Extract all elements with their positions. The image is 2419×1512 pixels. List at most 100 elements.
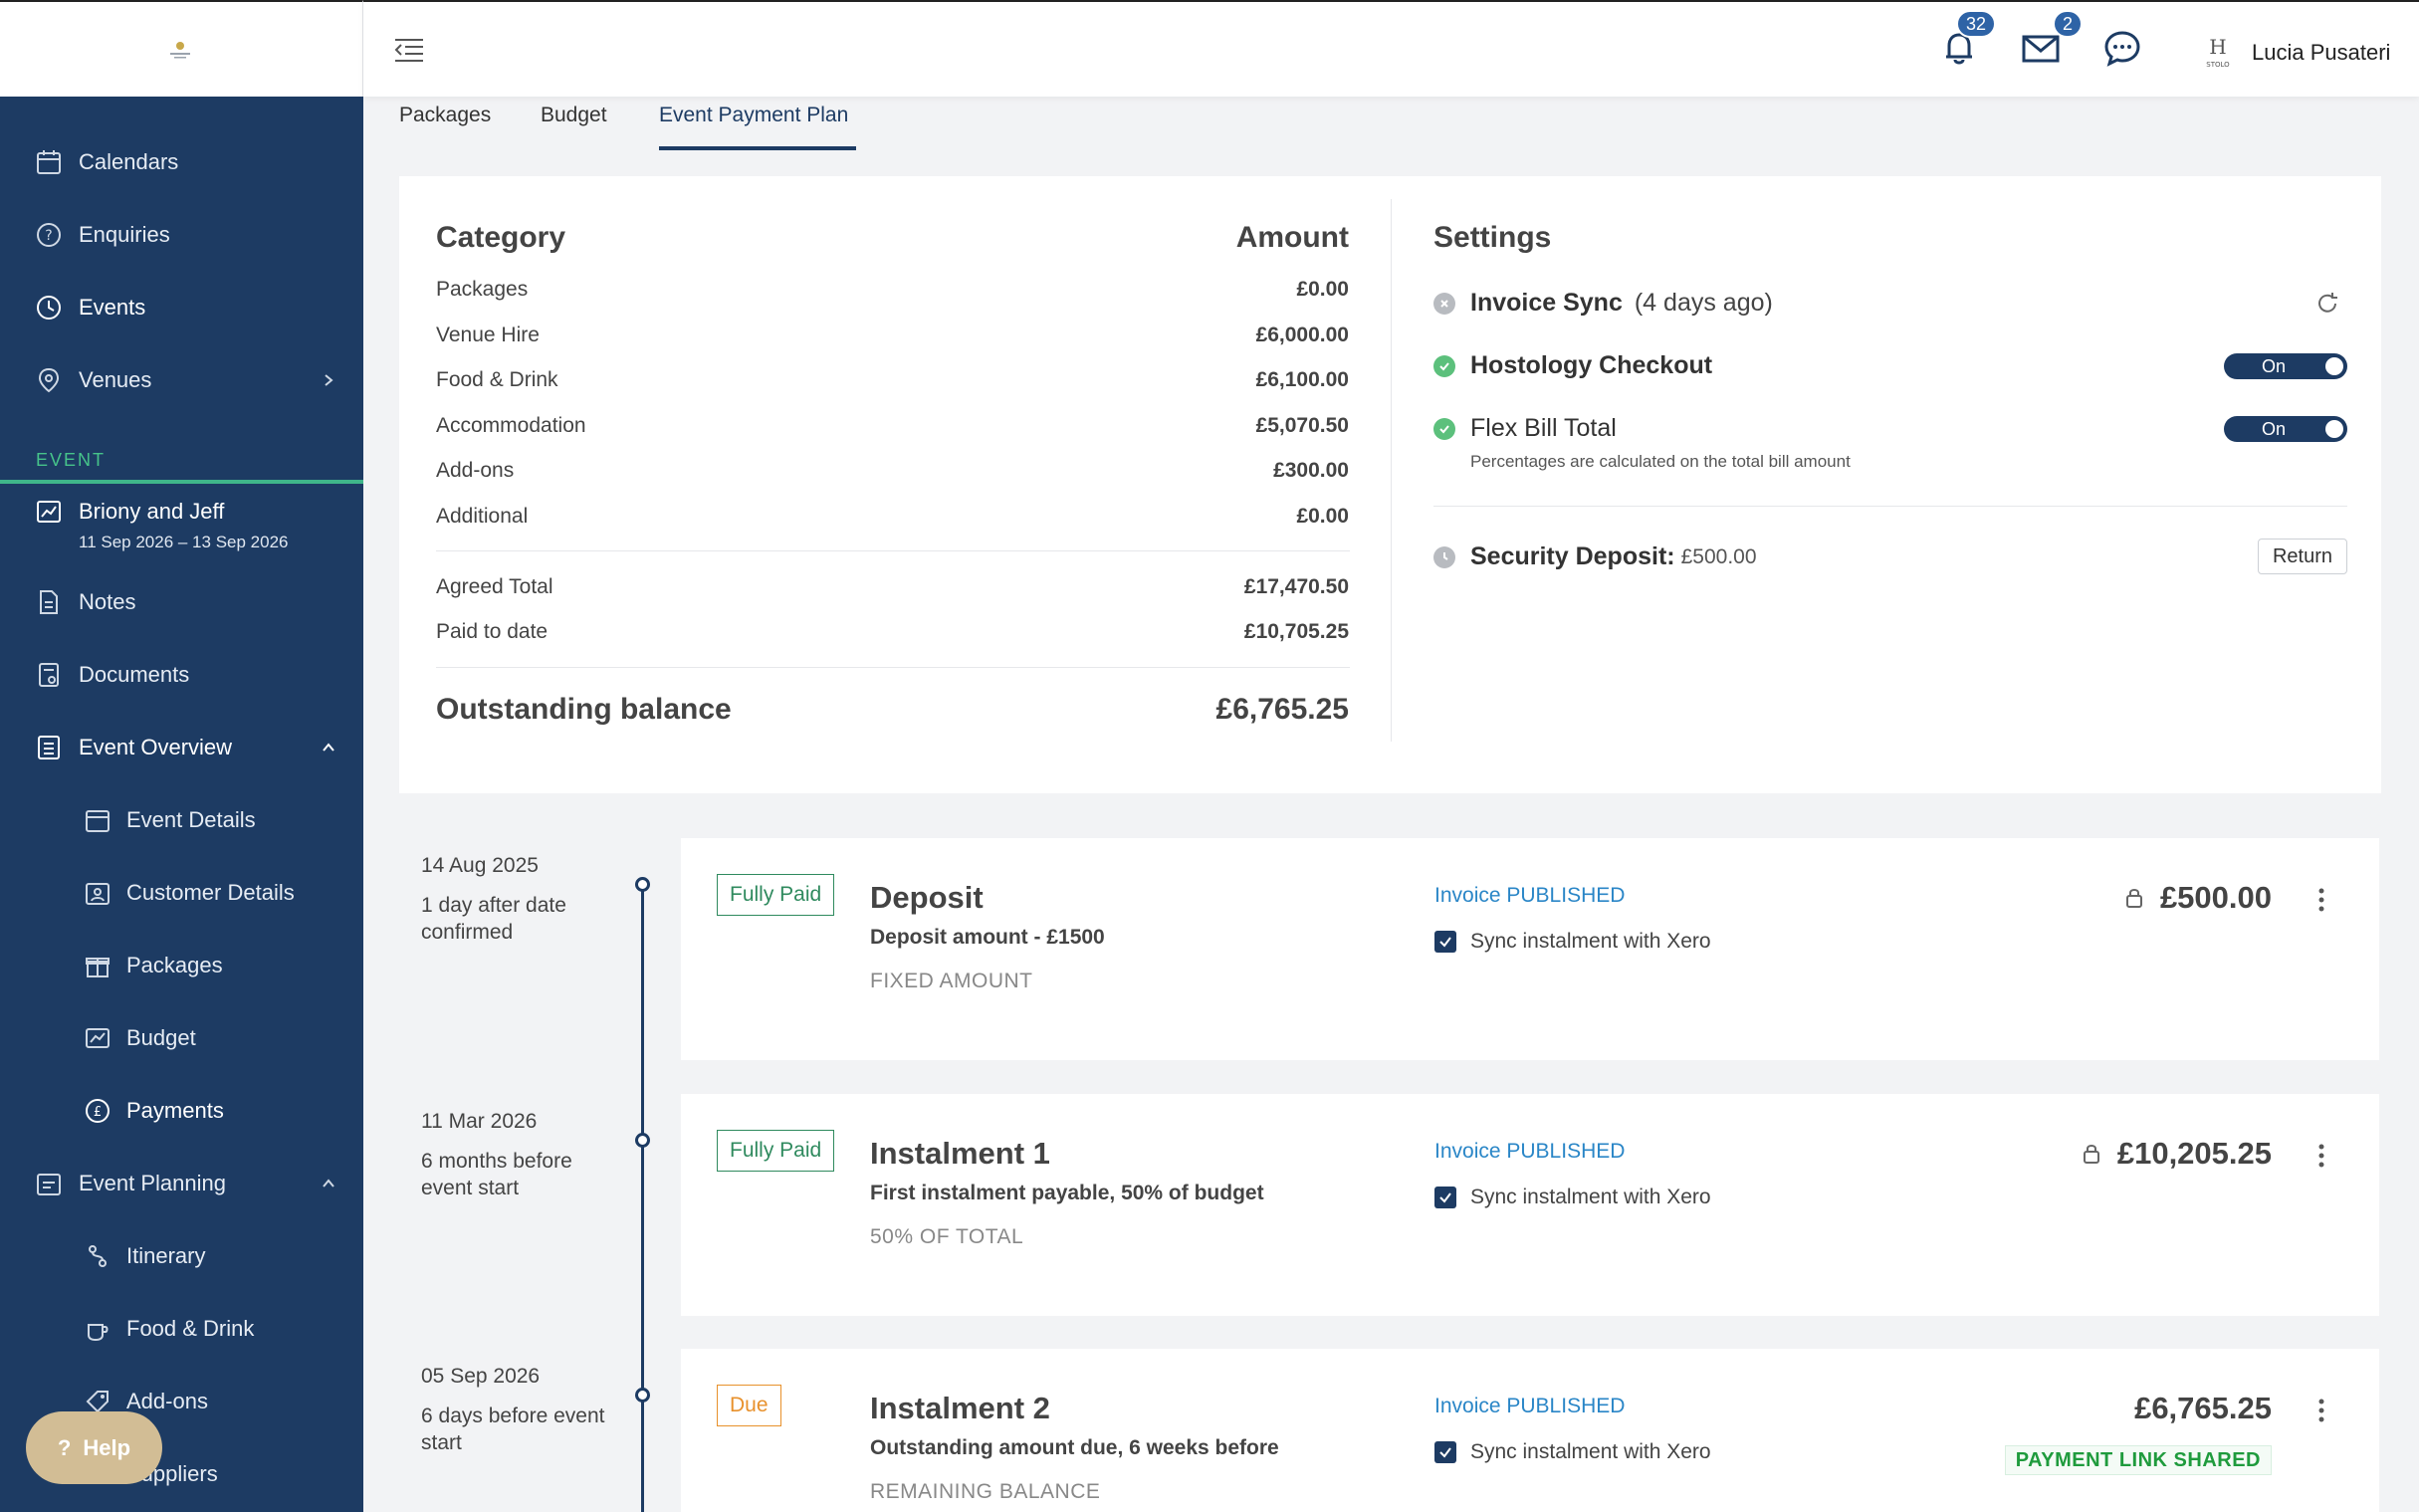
more-options-icon[interactable] xyxy=(2318,888,2324,912)
refresh-icon[interactable] xyxy=(2315,292,2339,316)
company-logo: H STOLO xyxy=(2206,35,2230,69)
instalment-title: Instalment 1 xyxy=(870,1136,1050,1171)
venue-logo xyxy=(170,42,190,59)
divider xyxy=(436,667,1350,668)
timeline-node xyxy=(635,877,650,892)
sidebar-item-payments[interactable]: £ Payments xyxy=(0,1086,363,1136)
budget-chart-icon xyxy=(86,1028,110,1048)
instalment-date: 05 Sep 2026 xyxy=(421,1365,541,1388)
paid-to-date-value: £10,705.25 xyxy=(1243,620,1349,643)
events-icon xyxy=(37,296,61,320)
category-header: Category xyxy=(436,221,566,254)
status-badge: Due xyxy=(717,1385,781,1426)
sidebar-item-customer-details[interactable]: Customer Details xyxy=(0,868,363,918)
invoice-sync-row: Invoice Sync (4 days ago) xyxy=(1433,289,1773,318)
event-dates: 11 Sep 2026 – 13 Sep 2026 xyxy=(79,533,289,551)
more-options-icon[interactable] xyxy=(2318,1399,2324,1422)
messages-badge: 2 xyxy=(2053,10,2084,38)
instalment-description: Deposit amount - £1500 xyxy=(870,926,1105,949)
invoice-status-link[interactable]: Invoice PUBLISHED xyxy=(1434,1395,1626,1417)
xero-sync-checkbox[interactable]: Sync instalment with Xero xyxy=(1434,1186,1711,1209)
hostology-checkout-toggle[interactable]: On xyxy=(2224,353,2347,379)
sidebar-item-event-details[interactable]: Event Details xyxy=(0,795,363,845)
instalment-type: FIXED AMOUNT xyxy=(870,970,1033,992)
chevron-up-icon xyxy=(323,1179,334,1188)
instalment-amount: £10,205.25 xyxy=(2082,1136,2272,1172)
toggle-knob xyxy=(2325,357,2343,375)
category-amount: £6,100.00 xyxy=(1255,368,1349,391)
return-deposit-button[interactable]: Return xyxy=(2258,539,2347,574)
chevron-up-icon xyxy=(323,743,334,752)
instalment-card-2: Due Instalment 2 Outstanding amount due,… xyxy=(681,1349,2379,1512)
tab-packages[interactable]: Packages xyxy=(399,104,492,126)
invoice-status-link[interactable]: Invoice PUBLISHED xyxy=(1434,1140,1626,1163)
document-icon xyxy=(39,663,59,687)
sidebar-item-event-overview[interactable]: Event Overview xyxy=(0,723,363,772)
sidebar-item-notes[interactable]: Notes xyxy=(0,577,363,627)
sidebar-item-packages[interactable]: Packages xyxy=(0,941,363,990)
sidebar-item-itinerary[interactable]: Itinerary xyxy=(0,1231,363,1281)
sidebar-item-label: Calendars xyxy=(79,149,179,174)
sidebar-item-budget[interactable]: Budget xyxy=(0,1013,363,1063)
tab-event-payment-plan[interactable]: Event Payment Plan xyxy=(659,104,849,126)
sidebar-item-documents[interactable]: Documents xyxy=(0,650,363,700)
toggle-label: On xyxy=(2261,418,2286,439)
instalment-amount: £500.00 xyxy=(2124,880,2272,916)
sidebar-item-label: Food & Drink xyxy=(126,1316,255,1341)
tab-budget[interactable]: Budget xyxy=(541,104,607,126)
sidebar-item-event-planning[interactable]: Event Planning xyxy=(0,1159,363,1208)
invoice-status-link[interactable]: Invoice PUBLISHED xyxy=(1434,884,1626,907)
instalment-title: Instalment 2 xyxy=(870,1391,1050,1425)
sidebar-item-venues[interactable]: Venues xyxy=(0,355,363,405)
section-label-event: EVENT xyxy=(36,450,107,470)
sidebar-item-enquiries[interactable]: ? Enquiries xyxy=(0,210,363,260)
xero-sync-checkbox[interactable]: Sync instalment with Xero xyxy=(1434,1440,1711,1464)
divider xyxy=(1433,506,2347,507)
xero-sync-label: Sync instalment with Xero xyxy=(1470,1186,1711,1208)
instalment-date: 14 Aug 2025 xyxy=(421,854,539,877)
toggle-label: On xyxy=(2261,355,2286,376)
check-circle-icon xyxy=(1433,354,1455,377)
sidebar-item-label: Packages xyxy=(126,953,223,977)
list-icon xyxy=(38,736,60,759)
flex-bill-row: Flex Bill Total xyxy=(1433,414,1617,443)
sidebar-item-label: Events xyxy=(79,295,146,320)
more-options-icon[interactable] xyxy=(2318,1144,2324,1168)
help-label: Help xyxy=(83,1434,131,1460)
category-amount: £0.00 xyxy=(1296,278,1349,301)
sidebar-item-events[interactable]: Events xyxy=(0,283,363,332)
checkbox-checked-icon xyxy=(1434,931,1456,953)
user-name[interactable]: Lucia Pusateri xyxy=(2252,40,2391,65)
amount-value: £6,765.25 xyxy=(2134,1391,2272,1425)
sidebar-item-calendars[interactable]: Calendars xyxy=(0,137,363,187)
sidebar: Calendars ? Enquiries Events Venues EVEN… xyxy=(0,0,363,1512)
question-circle-icon: ? xyxy=(37,223,61,247)
outstanding-balance-label: Outstanding balance xyxy=(436,693,732,726)
toggle-knob xyxy=(2325,420,2343,438)
invoice-sync-time: (4 days ago) xyxy=(1634,289,1773,317)
x-circle-icon xyxy=(1433,292,1455,315)
timeline-node xyxy=(635,1388,650,1403)
category-label: Packages xyxy=(436,278,529,301)
bell-icon xyxy=(1946,33,1972,65)
instalment-title: Deposit xyxy=(870,880,984,915)
instalment-card-1: Fully Paid Instalment 1 First instalment… xyxy=(681,1094,2379,1316)
xero-sync-checkbox[interactable]: Sync instalment with Xero xyxy=(1434,930,1711,954)
sidebar-item-add-ons[interactable]: Add-ons xyxy=(0,1377,363,1426)
svg-text:H: H xyxy=(2209,35,2226,59)
timeline-line xyxy=(641,884,644,1512)
location-pin-icon xyxy=(38,367,60,393)
agreed-total-value: £17,470.50 xyxy=(1243,575,1349,598)
flex-bill-toggle[interactable]: On xyxy=(2224,416,2347,442)
collapse-menu-icon[interactable] xyxy=(393,36,425,64)
chat-icon[interactable] xyxy=(2102,28,2142,68)
chevron-right-icon xyxy=(325,374,333,386)
instalment-description: Outstanding amount due, 6 weeks before xyxy=(870,1436,1279,1459)
svg-text:?: ? xyxy=(45,228,52,244)
security-deposit-amount: £500.00 xyxy=(1680,544,1757,568)
help-button[interactable]: ? Help xyxy=(26,1411,162,1484)
category-amount: £0.00 xyxy=(1296,505,1349,528)
security-deposit-row: Security Deposit: £500.00 xyxy=(1433,542,1757,571)
sidebar-item-food-drink[interactable]: Food & Drink xyxy=(0,1304,363,1354)
xero-sync-label: Sync instalment with Xero xyxy=(1470,1440,1711,1463)
